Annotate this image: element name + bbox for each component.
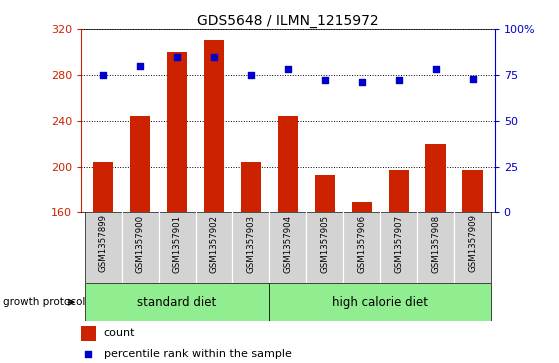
Text: high calorie diet: high calorie diet (332, 296, 428, 309)
Point (468, 76, 477, 81)
Bar (352, 202, 372, 212)
Text: GSM1357899: GSM1357899 (99, 215, 108, 273)
Title: GDS5648 / ILMN_1215972: GDS5648 / ILMN_1215972 (197, 14, 378, 28)
Text: GSM1357903: GSM1357903 (247, 215, 255, 273)
Point (283, 66, 292, 72)
Bar (417, 212, 454, 283)
Text: GSM1357908: GSM1357908 (431, 215, 440, 273)
Bar (159, 212, 196, 283)
Point (210, 54, 219, 60)
Point (320, 77, 329, 83)
Bar (343, 212, 380, 283)
Point (84, 351, 93, 357)
Text: GSM1357905: GSM1357905 (320, 215, 329, 273)
Bar (454, 212, 491, 283)
Text: GSM1357909: GSM1357909 (468, 215, 477, 273)
Text: GSM1357906: GSM1357906 (357, 215, 366, 273)
Bar (233, 212, 269, 283)
Bar (315, 175, 335, 212)
Text: percentile rank within the sample: percentile rank within the sample (104, 349, 292, 359)
Point (136, 63, 145, 69)
Bar (81, 326, 96, 341)
Bar (269, 212, 306, 283)
Bar (130, 116, 150, 212)
Bar (389, 170, 409, 212)
Bar (196, 212, 233, 283)
Text: standard diet: standard diet (138, 296, 217, 309)
Bar (167, 52, 187, 212)
Bar (306, 212, 343, 283)
Point (394, 77, 403, 83)
Bar (122, 212, 159, 283)
Text: GSM1357904: GSM1357904 (283, 215, 292, 273)
Bar (278, 116, 298, 212)
Point (247, 72, 255, 78)
Bar (425, 144, 446, 212)
Text: GSM1357907: GSM1357907 (394, 215, 403, 273)
Bar (269, 283, 491, 321)
Point (431, 66, 440, 72)
Bar (85, 212, 122, 283)
Point (173, 54, 182, 60)
Text: GSM1357900: GSM1357900 (136, 215, 145, 273)
Text: GSM1357902: GSM1357902 (210, 215, 219, 273)
Text: growth protocol: growth protocol (3, 297, 85, 307)
Bar (85, 283, 269, 321)
Text: count: count (104, 329, 135, 338)
Bar (380, 212, 417, 283)
Bar (204, 41, 224, 212)
Bar (462, 170, 483, 212)
Text: GSM1357901: GSM1357901 (173, 215, 182, 273)
Point (357, 79, 366, 85)
Point (99, 72, 108, 78)
Bar (241, 162, 261, 212)
Bar (93, 162, 113, 212)
